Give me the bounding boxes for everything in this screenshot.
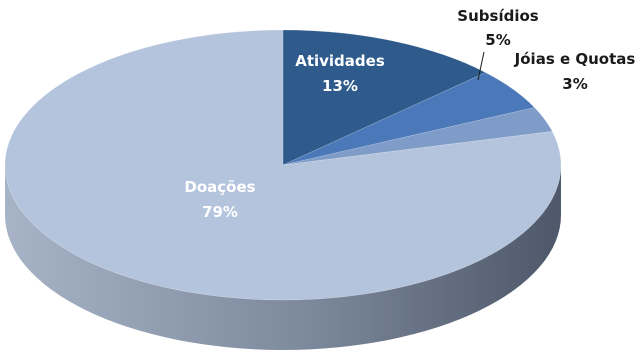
slice-value-doacoes: 79%	[202, 203, 238, 221]
pie-slice-subsidios	[282, 72, 536, 166]
slice-label-atividades: Atividades	[295, 52, 385, 70]
slice-label-doacoes: Doações	[184, 178, 255, 196]
leader-line-subsidios	[477, 51, 485, 81]
pie-slice-joias-e-quotas	[282, 107, 553, 166]
slice-label-joias-e-quotas: Jóias e Quotas	[514, 50, 635, 68]
pie-slice-doacoes	[4, 29, 562, 301]
slice-value-atividades: 13%	[322, 77, 358, 95]
pie-side-wall	[5, 165, 561, 350]
slice-value-subsidios: 5%	[485, 31, 510, 49]
pie-slice-atividades	[282, 29, 487, 166]
slice-label-subsidios: Subsídios	[457, 7, 538, 25]
slice-value-joias-e-quotas: 3%	[562, 75, 587, 93]
